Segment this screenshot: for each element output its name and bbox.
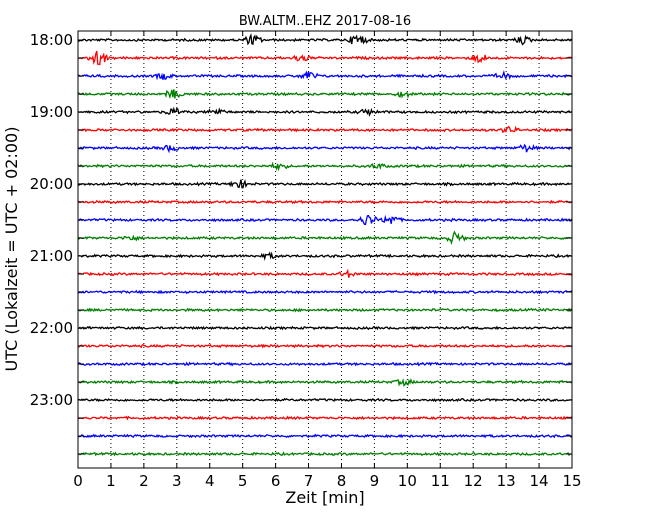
x-tick-label: 13 bbox=[497, 472, 516, 490]
x-tick-label: 6 bbox=[271, 472, 281, 490]
trace-line bbox=[77, 397, 573, 403]
trace-line bbox=[77, 143, 573, 154]
trace-line bbox=[77, 230, 573, 246]
trace-line bbox=[77, 415, 573, 421]
trace-line bbox=[77, 70, 573, 81]
x-axis: 0 1 2 3 4 5 6 7 8 9 10 11 12 13 14 15 bbox=[73, 31, 582, 490]
x-tick-label: 7 bbox=[304, 472, 314, 490]
x-tick-label: 11 bbox=[431, 472, 450, 490]
y-tick-label: 23:00 bbox=[30, 391, 73, 409]
x-tick-label: 9 bbox=[370, 472, 380, 490]
trace-line bbox=[77, 179, 573, 189]
x-tick-label: 1 bbox=[106, 472, 116, 490]
x-tick-label: 0 bbox=[73, 472, 83, 490]
y-tick-label: 21:00 bbox=[30, 247, 73, 265]
x-axis-label: Zeit [min] bbox=[285, 488, 364, 507]
grid-lines bbox=[110, 31, 540, 468]
trace-line bbox=[77, 251, 573, 261]
trace-line bbox=[77, 32, 573, 46]
y-tick-label: 19:00 bbox=[30, 103, 73, 121]
x-tick-label: 14 bbox=[530, 472, 549, 490]
x-tick-label: 15 bbox=[562, 472, 581, 490]
trace-line bbox=[77, 325, 573, 331]
trace-line bbox=[77, 451, 573, 457]
y-axis: 18:00 19:00 20:00 21:00 22:00 23:00 bbox=[30, 31, 572, 455]
y-axis-label: UTC (Lokalzeit = UTC + 02:00) bbox=[2, 127, 21, 372]
trace-line bbox=[77, 199, 573, 205]
trace-line bbox=[77, 214, 573, 226]
trace-line bbox=[77, 106, 573, 117]
trace-line bbox=[77, 161, 573, 172]
plot-frame bbox=[77, 30, 573, 469]
y-tick-label: 22:00 bbox=[30, 319, 73, 337]
chart-title: BW.ALTM..EHZ 2017-08-16 bbox=[239, 14, 411, 29]
trace-line bbox=[77, 125, 573, 133]
trace-line bbox=[77, 268, 573, 278]
trace-line bbox=[77, 361, 573, 367]
x-tick-label: 3 bbox=[172, 472, 182, 490]
x-tick-label: 5 bbox=[238, 472, 248, 490]
traces bbox=[77, 32, 573, 457]
trace-line bbox=[77, 307, 573, 313]
trace-line bbox=[77, 289, 573, 295]
y-tick-label: 18:00 bbox=[30, 31, 73, 49]
trace-line bbox=[77, 433, 573, 439]
trace-line bbox=[77, 343, 573, 349]
x-tick-label: 2 bbox=[139, 472, 149, 490]
trace-line bbox=[77, 50, 573, 66]
y-tick-label: 20:00 bbox=[30, 175, 73, 193]
x-tick-label: 10 bbox=[398, 472, 417, 490]
x-tick-label: 8 bbox=[337, 472, 347, 490]
x-tick-label: 4 bbox=[205, 472, 215, 490]
x-tick-label: 12 bbox=[464, 472, 483, 490]
trace-line bbox=[77, 378, 573, 388]
trace-line bbox=[77, 89, 573, 100]
